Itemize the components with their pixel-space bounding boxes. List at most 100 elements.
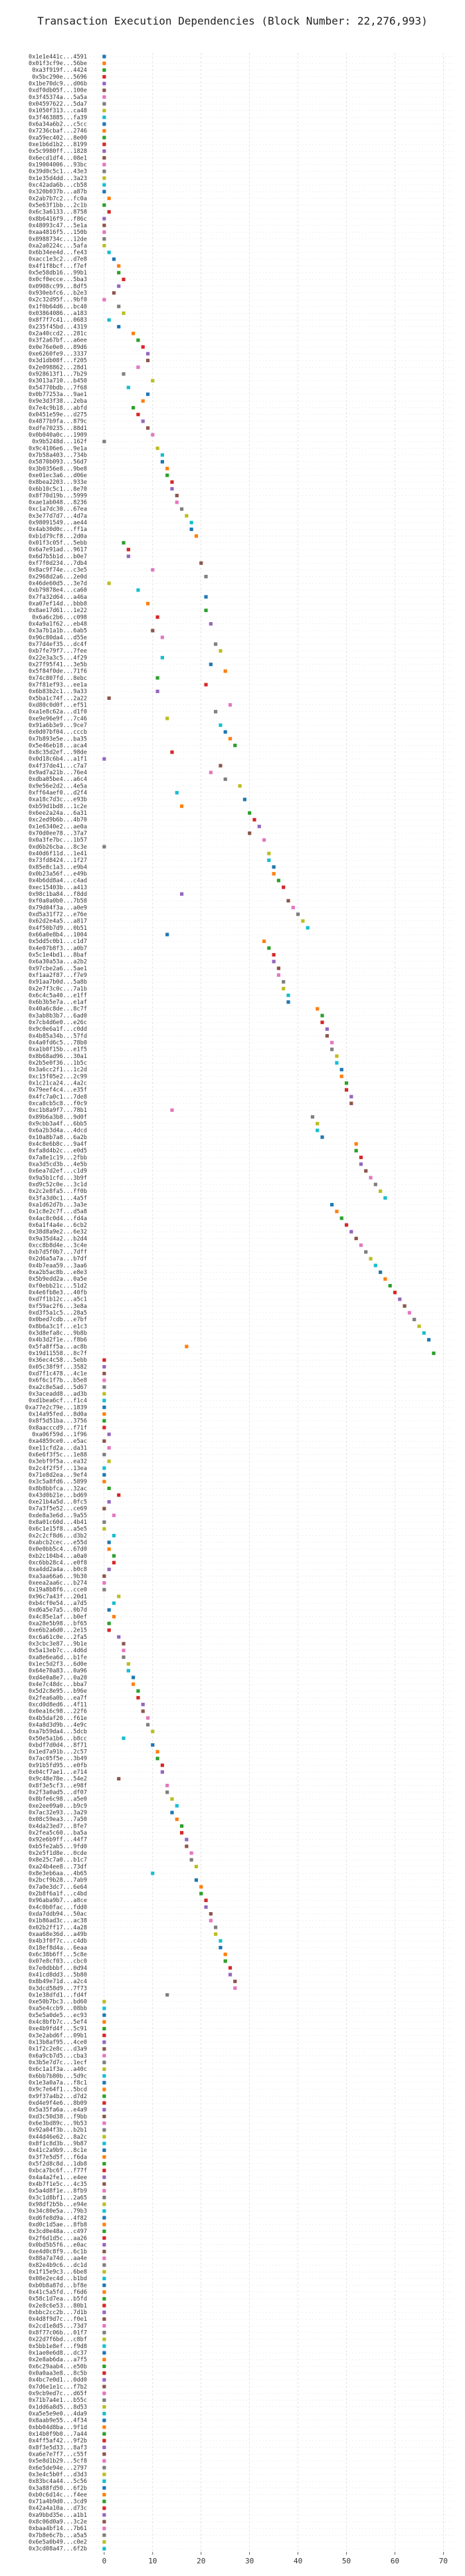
dependency-point: [112, 1554, 116, 1558]
dependency-point: [165, 716, 169, 720]
tx-label: 0x4b7eaa59...3aa6: [29, 1263, 87, 1269]
tx-label: 0xa24b4ee8...73df: [29, 1864, 87, 1870]
tx-label: 0x3a6cc2f1...1c2d: [29, 1067, 87, 1073]
tx-label: 0xbca7bc6f...f77f: [29, 2168, 87, 2175]
dependency-point: [373, 1263, 377, 1267]
dependency-point: [214, 1932, 218, 1936]
dependency-point: [330, 1047, 334, 1051]
tx-label: 0x235f45bd...4319: [29, 324, 87, 330]
tx-label: 0xe50b7bc3...bd60: [29, 1999, 87, 2006]
tx-label: 0x2ab7b7c2...fc0a: [29, 195, 87, 202]
dependency-point: [126, 1669, 130, 1673]
dependency-point: [145, 1716, 150, 1720]
tx-label: 0x2c32d95f...9bf0: [29, 297, 87, 304]
tx-label: 0xcd0d8ed6...4f11: [29, 1701, 87, 1708]
dependency-point: [204, 683, 208, 687]
tx-label: 0x0a0aa3e8...8c5b: [29, 2371, 87, 2377]
dependency-point: [117, 1594, 121, 1598]
dependency-point: [102, 2445, 106, 2450]
dependency-point: [102, 2290, 106, 2294]
tx-label: 0x8f7f7c41...0683: [29, 317, 87, 324]
x-tick-label: 10: [148, 2557, 157, 2565]
dependency-point: [204, 1898, 208, 1902]
tx-label: 0x9e56e2d2...4e5a: [29, 783, 87, 790]
dependency-point: [102, 169, 106, 173]
tx-label: 0xeea2aa6c...b274: [29, 1580, 87, 1587]
tx-label: 0xa4859ce0...e5ac: [29, 1438, 87, 1445]
dependency-point: [102, 2094, 106, 2098]
tx-label: 0xf59ac2f6...3e8a: [29, 1303, 87, 1310]
tx-label: 0x4b6dd8a4...c4ad: [29, 878, 87, 885]
dependency-point: [102, 2513, 106, 2517]
tx-label: 0x7a0e3dc7...6e64: [29, 1884, 87, 1891]
tx-label: 0x6a2b3d4a...4dcd: [29, 1128, 87, 1134]
dependency-point: [413, 1317, 417, 1322]
tx-label: 0x66a0e8b4...1004: [29, 932, 87, 938]
dependency-point: [185, 1344, 189, 1348]
dependency-point: [102, 2276, 106, 2281]
dependency-point: [102, 2331, 106, 2335]
tx-label: 0x8aab9e55...4f34: [29, 2418, 87, 2424]
dependency-point: [102, 1405, 106, 1410]
dependency-point: [349, 1101, 353, 1105]
dependency-point: [107, 1628, 111, 1632]
tx-label: 0xf7f0d234...7db4: [29, 560, 87, 567]
dependency-point: [344, 1088, 349, 1092]
dependency-point: [151, 1729, 155, 1733]
tx-label: 0x6ee2a24a...6a31: [29, 810, 87, 817]
tx-label: 0x5c9980ff...1828: [29, 148, 87, 155]
dependency-point: [102, 2047, 106, 2051]
dependency-point: [102, 2533, 106, 2537]
tx-label: 0xa9bbd35e...a1b1: [29, 2512, 87, 2519]
dependency-point: [102, 2337, 106, 2341]
dependency-point: [223, 730, 227, 734]
dependency-point: [155, 446, 159, 451]
dependency-point: [102, 82, 106, 86]
dependency-point: [102, 2026, 106, 2031]
dependency-point: [383, 1196, 387, 1200]
dependency-point: [185, 1844, 189, 1848]
dependency-point: [136, 1689, 140, 1693]
dependency-point: [102, 2033, 106, 2038]
dependency-point: [316, 1007, 320, 1011]
dependency-point: [383, 1277, 387, 1281]
tx-label: 0x91a6b3e9...9ce7: [29, 722, 87, 729]
dependency-point: [272, 960, 276, 964]
tx-label: 0xb5fe2ab5...9fd0: [29, 1844, 87, 1850]
tx-label: 0x6d7b5b1d...b0e7: [29, 554, 87, 560]
dependency-point: [102, 230, 106, 234]
tx-label: 0xc2ed9b6b...4b70: [29, 817, 87, 823]
dependency-point: [102, 2229, 106, 2233]
tx-label: 0x7b893e5e...ba35: [29, 736, 87, 742]
tx-label: 0x3f2a67bf...a6ee: [29, 338, 87, 344]
dependency-point: [102, 2107, 106, 2111]
tx-label: 0x1e38dfd1...fd4f: [29, 1992, 87, 1998]
dependency-point: [335, 1054, 339, 1058]
dependency-point: [151, 1743, 155, 1747]
tx-label: 0x10a8b7a8...6a2b: [29, 1134, 87, 1141]
tx-label: 0x08c59ea3...7a50: [29, 1816, 87, 1823]
tx-label: 0x9e3d3f38...2eba: [29, 398, 87, 405]
dependency-point: [102, 2006, 106, 2010]
tx-label: 0x7b8e6c7b...a5a5: [29, 2532, 87, 2539]
dependency-point: [102, 1385, 106, 1389]
tx-label: 0xa1b0f15b...e1f5: [29, 1047, 87, 1053]
dependency-point: [102, 2323, 106, 2328]
tx-label: 0x2f3a0ad5...df07: [29, 1790, 87, 1796]
dependency-point: [117, 304, 121, 308]
dependency-point: [248, 831, 252, 835]
dependency-point: [102, 95, 106, 99]
tx-label: 0x3b0356e8...9be8: [29, 466, 87, 473]
dependency-point: [199, 1885, 203, 1889]
tx-label: 0x3cd08a47...6f2b: [29, 2546, 87, 2553]
dependency-point: [102, 2466, 106, 2470]
dependency-point: [112, 1533, 116, 1538]
tx-label: 0xff64aef0...d2f4: [29, 790, 87, 797]
dependency-point: [102, 2526, 106, 2531]
dependency-point: [228, 1973, 232, 1977]
tx-label: 0xca8cb5c8...f0c9: [29, 1101, 87, 1107]
dependency-point: [102, 2540, 106, 2544]
tx-label: 0xbbc2cc2b...7d1b: [29, 2309, 87, 2316]
dependency-point: [369, 1176, 373, 1180]
tx-label: 0xa8e6ea6d...b1fe: [29, 1654, 87, 1661]
